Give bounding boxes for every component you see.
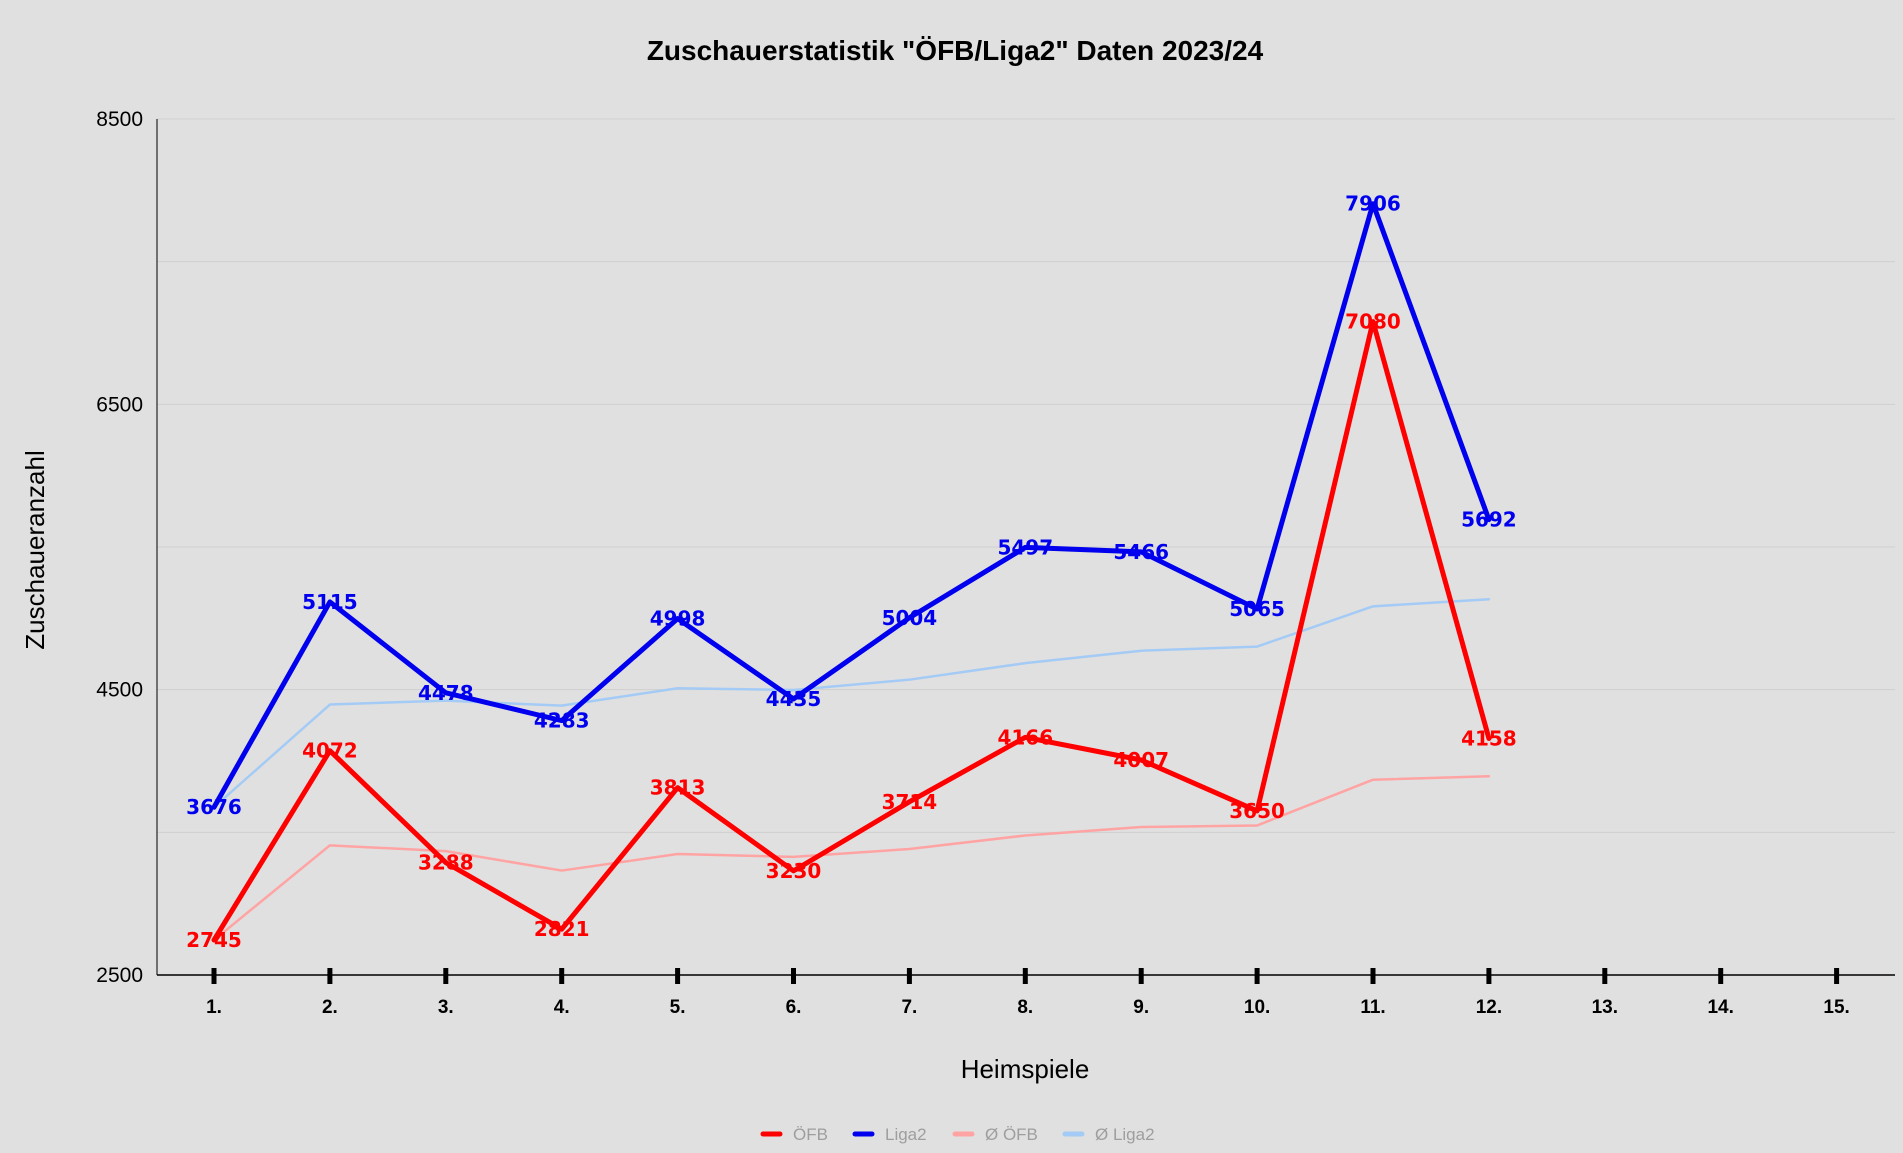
data-label: 7906 bbox=[1345, 192, 1401, 216]
y-axis-label: Zuschaueranzahl bbox=[20, 450, 50, 649]
data-label: 5115 bbox=[302, 590, 358, 614]
data-label: 2821 bbox=[534, 917, 590, 941]
x-axis-label: Heimspiele bbox=[961, 1054, 1090, 1084]
data-label: 5497 bbox=[997, 535, 1053, 559]
x-tick-label: 4. bbox=[554, 997, 570, 1018]
data-label: 4166 bbox=[997, 725, 1053, 749]
data-label: 4283 bbox=[534, 709, 590, 733]
x-tick-label: 14. bbox=[1707, 997, 1733, 1018]
legend: ÖFB Liga2 Ø ÖFB Ø Liga2 bbox=[760, 1125, 1155, 1144]
x-tick-label: 8. bbox=[1017, 997, 1033, 1018]
x-tick-label: 10. bbox=[1244, 997, 1270, 1018]
series-line-avg-liga2 bbox=[212, 597, 1491, 809]
data-label: 5466 bbox=[1113, 540, 1169, 564]
data-label: 4478 bbox=[418, 681, 474, 705]
series-line-liga2 bbox=[211, 201, 1492, 810]
legend-label: ÖFB bbox=[793, 1125, 828, 1144]
data-label: 3230 bbox=[766, 859, 822, 883]
x-tick-label: 1. bbox=[206, 997, 222, 1018]
series-line-avg-oefb bbox=[212, 775, 1491, 942]
legend-label: Liga2 bbox=[885, 1125, 927, 1144]
x-tick-label: 12. bbox=[1476, 997, 1502, 1018]
x-tick-label: 6. bbox=[786, 997, 802, 1018]
x-tick-label: 2. bbox=[322, 997, 338, 1018]
y-tick-label: 6500 bbox=[96, 393, 143, 416]
data-label: 5004 bbox=[882, 606, 938, 630]
data-label: 4007 bbox=[1113, 748, 1169, 772]
x-tick-label: 9. bbox=[1133, 997, 1149, 1018]
data-label: 4998 bbox=[650, 607, 706, 631]
series-line-oefb bbox=[211, 319, 1492, 943]
data-label: 3650 bbox=[1229, 799, 1285, 823]
x-tick-label: 15. bbox=[1823, 997, 1849, 1018]
data-label: 4158 bbox=[1461, 726, 1517, 750]
x-tick-label: 7. bbox=[901, 997, 917, 1018]
chart-title: Zuschauerstatistik "ÖFB/Liga2" Daten 202… bbox=[647, 35, 1264, 66]
data-label: 5065 bbox=[1229, 597, 1285, 621]
data-label: 3714 bbox=[882, 790, 938, 814]
y-tick-label: 8500 bbox=[96, 108, 143, 131]
data-label: 2745 bbox=[186, 928, 242, 952]
data-label: 4072 bbox=[302, 739, 358, 763]
x-tick-label: 3. bbox=[438, 997, 454, 1018]
legend-label: Ø Liga2 bbox=[1095, 1125, 1155, 1144]
y-tick-label: 4500 bbox=[96, 679, 143, 702]
data-label: 5692 bbox=[1461, 508, 1517, 532]
data-label: 4435 bbox=[766, 687, 822, 711]
legend-label: Ø ÖFB bbox=[985, 1125, 1038, 1144]
x-tick-label: 13. bbox=[1592, 997, 1618, 1018]
y-tick-label: 2500 bbox=[96, 964, 143, 987]
x-tick-label: 5. bbox=[670, 997, 686, 1018]
data-label: 3813 bbox=[650, 776, 706, 800]
data-label: 3676 bbox=[186, 795, 242, 819]
data-label: 3288 bbox=[418, 851, 474, 875]
data-label: 7080 bbox=[1345, 310, 1401, 334]
x-tick-label: 11. bbox=[1360, 997, 1385, 1018]
